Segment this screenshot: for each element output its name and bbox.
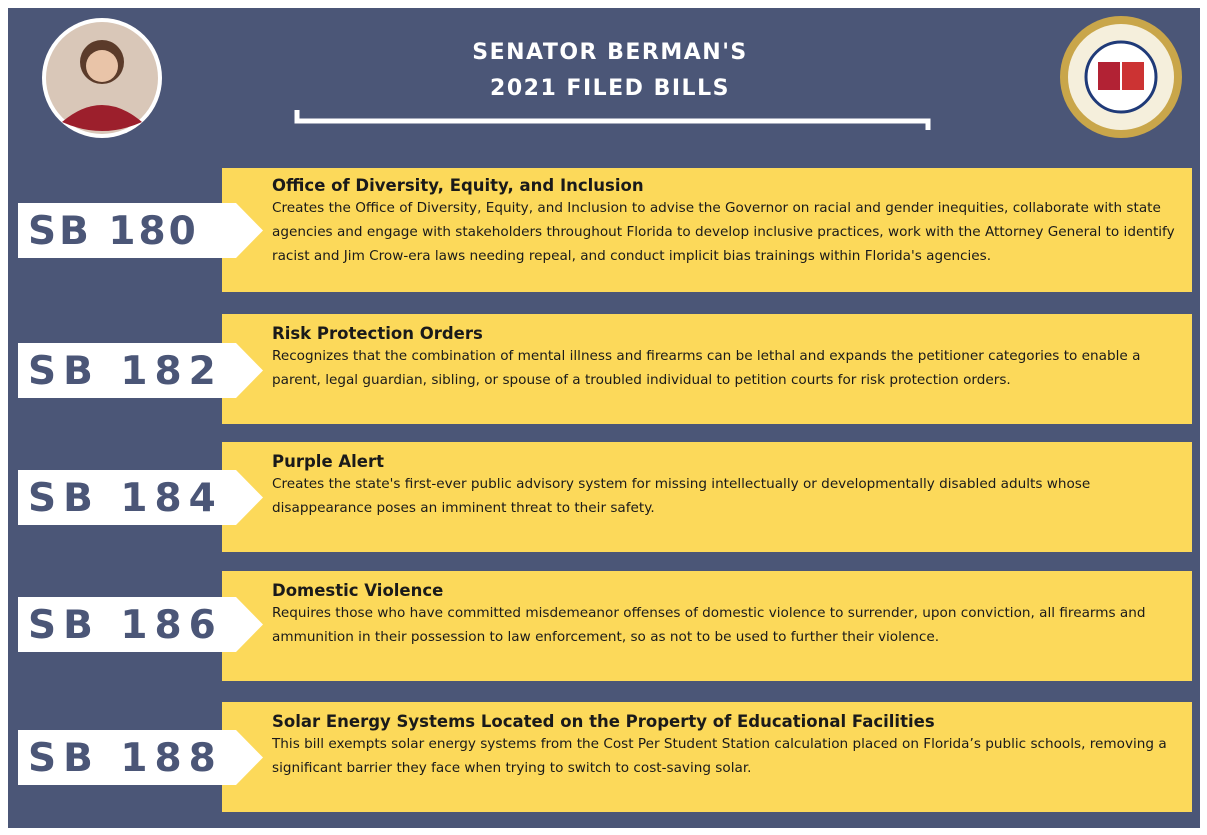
bill-description: Creates the Office of Diversity, Equity,…: [272, 196, 1182, 268]
bill-number: SB 186: [28, 597, 223, 652]
bill-tag: SB 186: [18, 597, 263, 652]
page: SENATOR BERMAN'S 2021 FILED BILLS Office…: [0, 0, 1207, 835]
bill-tag: SB 180: [18, 203, 263, 258]
avatar-face: [86, 50, 118, 82]
bill-tag: SB 184: [18, 470, 263, 525]
bill-card: Solar Energy Systems Located on the Prop…: [222, 702, 1192, 812]
bill-title: Risk Protection Orders: [272, 324, 1182, 344]
seal-center: [1086, 42, 1156, 112]
bill-tag: SB 188: [18, 730, 263, 785]
bill-description: This bill exempts solar energy systems f…: [272, 732, 1182, 780]
title: 2021 FILED BILLS: [300, 76, 920, 101]
bill-card: Office of Diversity, Equity, and Inclusi…: [222, 168, 1192, 292]
bill-title: Solar Energy Systems Located on the Prop…: [272, 712, 1182, 732]
bill-title: Office of Diversity, Equity, and Inclusi…: [272, 176, 1182, 196]
bill-number: SB 188: [28, 730, 223, 785]
title: SENATOR BERMAN'S: [300, 40, 920, 65]
bill-number: SB 182: [28, 343, 223, 398]
bill-tag: SB 182: [18, 343, 263, 398]
bill-number: SB 184: [28, 470, 223, 525]
seal-flag: [1122, 62, 1144, 90]
bill-title: Purple Alert: [272, 452, 1182, 472]
seal-flag: [1098, 62, 1120, 90]
bill-description: Creates the state's first-ever public ad…: [272, 472, 1182, 520]
divider-arrow: [297, 110, 928, 130]
bill-description: Recognizes that the combination of menta…: [272, 344, 1182, 392]
bill-number: SB 180: [28, 203, 199, 258]
bill-title: Domestic Violence: [272, 581, 1182, 601]
bill-description: Requires those who have committed misdem…: [272, 601, 1182, 649]
